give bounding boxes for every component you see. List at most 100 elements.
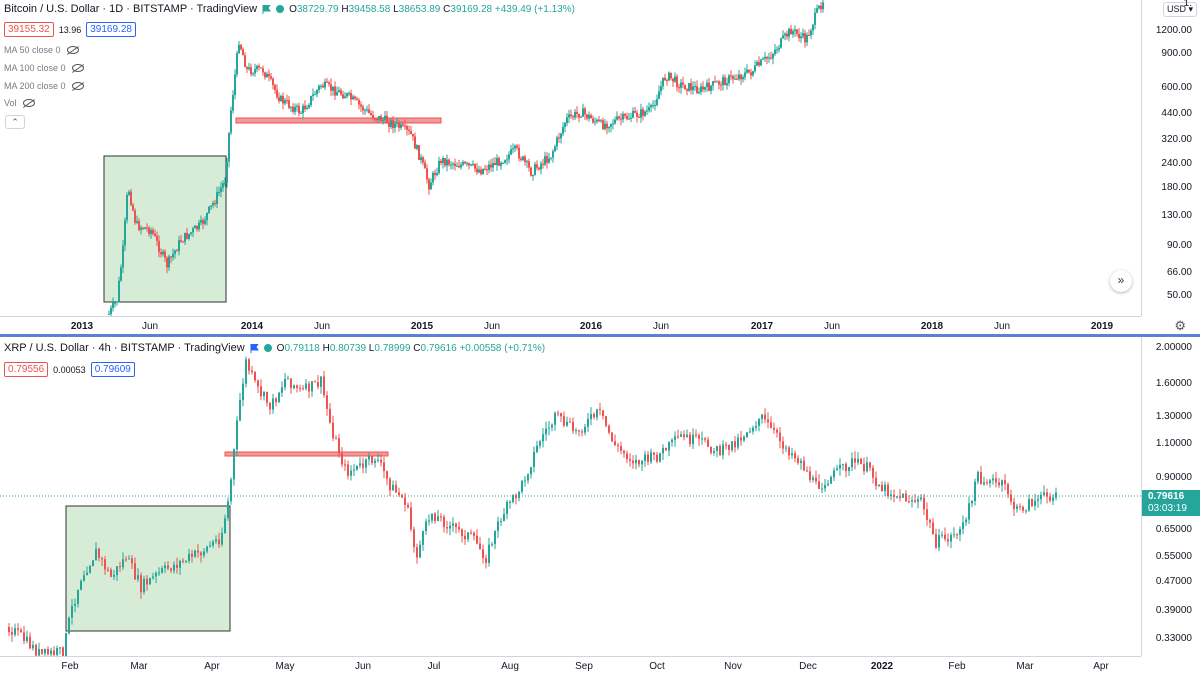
flag-icon[interactable] (250, 343, 259, 353)
indicator-ma50[interactable]: MA 50 close 0 (4, 45, 79, 55)
btc-buy-price[interactable]: 39169.28 (86, 22, 136, 37)
xrp-candle-body (320, 376, 322, 387)
btc-candle-body (442, 157, 444, 163)
xrp-candle-body (359, 463, 361, 466)
pane-divider[interactable] (0, 334, 1200, 337)
btc-sell-price[interactable]: 39155.32 (4, 22, 54, 37)
xrp-candle-body (239, 399, 241, 421)
btc-candle-body (438, 160, 440, 174)
xrp-candle-body (524, 480, 526, 482)
xrp-candle-body (728, 444, 730, 451)
indicator-volume[interactable]: Vol (4, 98, 35, 108)
xrp-y-tick: 2.00000 (1155, 342, 1192, 353)
btc-candle-body (192, 228, 194, 233)
xrp-candle-body (629, 459, 631, 461)
xrp-candle-body (644, 454, 646, 461)
btc-candle-body (364, 109, 366, 111)
btc-candle-body (594, 121, 596, 123)
btc-candle-body (724, 77, 726, 86)
market-status-dot-icon (276, 5, 285, 13)
btc-candle-body (198, 222, 200, 230)
xrp-x-tick: Nov (724, 661, 742, 672)
xrp-candle-body (737, 437, 739, 448)
xrp-price-plot[interactable] (0, 337, 1141, 656)
btc-candle-body (776, 49, 778, 51)
btc-candle-body (674, 76, 676, 82)
btc-candle-body (666, 80, 668, 82)
xrp-candle-body (707, 439, 709, 447)
btc-candle-body (694, 86, 696, 88)
xrp-candle-body (488, 544, 490, 563)
xrp-candle-body (464, 535, 466, 540)
btc-candle-body (486, 169, 488, 171)
btc-candle-body (706, 82, 708, 88)
xrp-candle-body (641, 460, 643, 465)
xrp-candle-body (1010, 494, 1012, 502)
xrp-candle-body (959, 528, 961, 535)
xrp-candle-body (1022, 506, 1024, 511)
btc-candle-body (816, 8, 818, 13)
xrp-candle-body (275, 398, 277, 403)
xrp-candle-body (386, 471, 388, 479)
eye-hidden-icon[interactable] (71, 82, 84, 90)
flag-icon[interactable] (262, 4, 272, 14)
btc-candle-body (514, 145, 516, 149)
gear-icon[interactable]: ⚙ (1174, 318, 1186, 333)
xrp-candle-body (356, 465, 358, 470)
xrp-sell-price[interactable]: 0.79556 (4, 362, 49, 377)
xrp-candle-body (680, 434, 682, 437)
btc-candle-body (428, 179, 430, 190)
xrp-candle-body (89, 566, 91, 573)
xrp-candle-body (659, 453, 661, 462)
xrp-candle-body (1037, 499, 1039, 501)
xrp-candle-body (227, 501, 229, 519)
btc-candle-body (732, 76, 734, 80)
btc-candle-body (458, 165, 460, 168)
btc-candle-body (144, 227, 146, 229)
btc-candle-body (288, 100, 290, 108)
xrp-candle-body (611, 432, 613, 442)
btc-symbol-title[interactable]: Bitcoin / U.S. Dollar · 1D · BITSTAMP · … (4, 3, 258, 15)
eye-hidden-icon[interactable] (22, 99, 35, 107)
xrp-candle-body (506, 502, 508, 514)
btc-candle-body (316, 90, 318, 95)
btc-y-tick: 130.00 (1161, 210, 1192, 221)
scroll-to-realtime-button[interactable]: » (1110, 270, 1132, 292)
btc-candle-body (548, 158, 550, 163)
currency-selector[interactable]: USD ▾ (1162, 2, 1197, 17)
xrp-candle-body (980, 471, 982, 485)
btc-candle-body (400, 124, 402, 128)
btc-candle-body (522, 156, 524, 160)
xrp-candle-body (230, 479, 232, 502)
xrp-y-tick: 1.30000 (1155, 411, 1192, 422)
btc-price-plot[interactable] (0, 0, 1141, 316)
indicator-ma100[interactable]: MA 100 close 0 (4, 63, 84, 73)
xrp-bid-ask: 0.79556 0.00053 0.79609 (4, 362, 135, 377)
xrp-candle-body (1001, 480, 1003, 486)
btc-candle-body (506, 159, 508, 161)
btc-chart-pane[interactable]: Bitcoin / U.S. Dollar · 1D · BITSTAMP · … (0, 0, 1200, 334)
xrp-time-axis[interactable]: Feb Mar Apr May Jun Jul Aug Sep Oct Nov Dec 2022 Feb… (0, 656, 1141, 674)
xrp-symbol-title[interactable]: XRP / U.S. Dollar · 4h · BITSTAMP · Trad… (4, 342, 245, 354)
xrp-candle-body (317, 382, 319, 387)
xrp-candle-body (857, 458, 859, 463)
xrp-candle-body (485, 558, 487, 563)
xrp-candle-body (212, 541, 214, 546)
xrp-candle-body (716, 446, 718, 451)
xrp-candle-body (374, 460, 376, 463)
xrp-candle-body (35, 644, 37, 656)
xrp-candle-body (314, 381, 316, 383)
xrp-candle-body (536, 445, 538, 452)
collapse-legend-button[interactable]: ⌃ (5, 115, 25, 129)
btc-candle-body (482, 168, 484, 175)
eye-hidden-icon[interactable] (71, 64, 84, 72)
btc-candle-body (596, 119, 598, 122)
indicator-ma200[interactable]: MA 200 close 0 (4, 81, 84, 91)
btc-candle-body (516, 145, 518, 148)
xrp-buy-price[interactable]: 0.79609 (90, 362, 135, 377)
btc-candle-body (560, 133, 562, 139)
xrp-chart-pane[interactable]: XRP / U.S. Dollar · 4h · BITSTAMP · Trad… (0, 337, 1200, 674)
btc-time-axis[interactable]: 2013 Jun 2014 Jun 2015 Jun 2016 Jun 2017 Jun 2018 J… (0, 316, 1141, 334)
btc-price-scale[interactable]: USD ▾ 1. 1200.00 900.00 600.00 440.00 320.00 2… (1141, 0, 1200, 316)
eye-hidden-icon[interactable] (66, 46, 79, 54)
